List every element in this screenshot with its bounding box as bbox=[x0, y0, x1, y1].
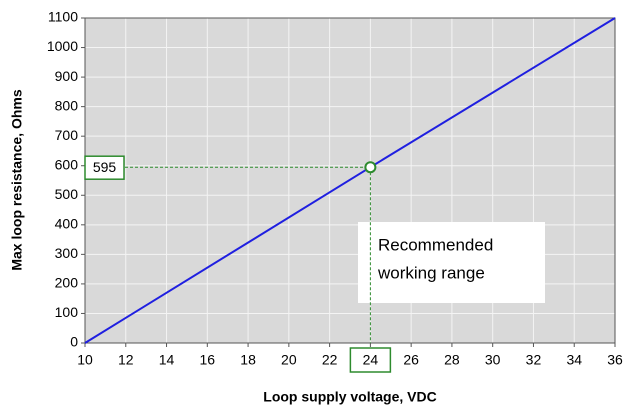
y-axis-label: Max loop resistance, Ohms bbox=[9, 89, 25, 270]
marker bbox=[364, 161, 377, 174]
x-tick-label: 32 bbox=[526, 352, 542, 368]
y-tick-label: 700 bbox=[55, 127, 79, 143]
y-tick-label: 200 bbox=[55, 275, 79, 291]
x-tick-label: 10 bbox=[77, 352, 93, 368]
y-tick-label: 900 bbox=[55, 68, 79, 84]
y-tick-label: 800 bbox=[55, 97, 79, 113]
x-tick-label: 22 bbox=[322, 352, 338, 368]
x-axis-label: Loop supply voltage, VDC bbox=[263, 389, 436, 405]
x-tick-label: 12 bbox=[118, 352, 134, 368]
x-tick-label: 24 bbox=[363, 352, 379, 368]
y-tick-label: 100 bbox=[55, 304, 79, 320]
x-tick-label: 14 bbox=[159, 352, 175, 368]
x-tick-label: 28 bbox=[444, 352, 460, 368]
y-tick-label: 1000 bbox=[47, 38, 78, 54]
y-tick-label: 400 bbox=[55, 216, 79, 232]
x-tick-label: 16 bbox=[200, 352, 216, 368]
x-tick-label: 36 bbox=[607, 352, 623, 368]
x-tick-highlight bbox=[349, 347, 392, 373]
y-tick-label: 1100 bbox=[48, 9, 78, 25]
x-tick-label: 18 bbox=[240, 352, 256, 368]
annotation-line: working range bbox=[377, 263, 485, 282]
annotation-line: Recommended bbox=[378, 235, 493, 254]
y-tick-label: 500 bbox=[55, 186, 79, 202]
x-tick-label: 30 bbox=[485, 352, 501, 368]
y-tick-label: 600 bbox=[55, 156, 79, 172]
x-tick-label: 20 bbox=[281, 352, 297, 368]
y-tick-label: 300 bbox=[55, 245, 79, 261]
annotation-box bbox=[358, 222, 545, 303]
x-tick-label: 26 bbox=[403, 352, 419, 368]
x-tick-label: 34 bbox=[566, 352, 582, 368]
marker-label-box bbox=[84, 155, 125, 180]
y-tick-label: 0 bbox=[70, 334, 78, 350]
marker-label: 595 bbox=[93, 159, 117, 175]
plot-border bbox=[84, 17, 616, 344]
